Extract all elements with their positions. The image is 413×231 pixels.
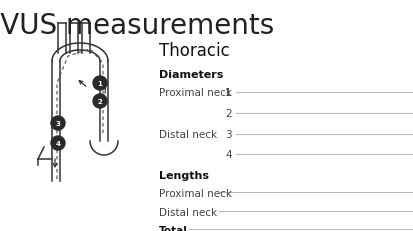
Text: 3: 3 xyxy=(56,121,60,126)
Text: Proximal neck: Proximal neck xyxy=(159,88,232,98)
Text: 4: 4 xyxy=(225,149,232,159)
Text: 1: 1 xyxy=(225,88,232,98)
Text: Distal neck: Distal neck xyxy=(159,129,217,139)
Circle shape xyxy=(51,116,65,131)
Text: Total: Total xyxy=(159,225,188,231)
Text: 2: 2 xyxy=(97,99,102,105)
Text: Thoracic: Thoracic xyxy=(159,42,230,60)
Text: Proximal neck: Proximal neck xyxy=(159,188,232,198)
Text: 4: 4 xyxy=(55,140,60,146)
Text: Distal neck: Distal neck xyxy=(159,207,217,217)
Text: Lengths: Lengths xyxy=(159,170,209,180)
Text: 3: 3 xyxy=(225,129,232,139)
Text: 1: 1 xyxy=(97,81,102,87)
Circle shape xyxy=(93,94,107,109)
Text: 2: 2 xyxy=(225,109,232,119)
Text: IVUS measurements: IVUS measurements xyxy=(0,12,274,40)
Circle shape xyxy=(51,137,65,150)
Circle shape xyxy=(93,77,107,91)
Text: Diameters: Diameters xyxy=(159,69,223,79)
